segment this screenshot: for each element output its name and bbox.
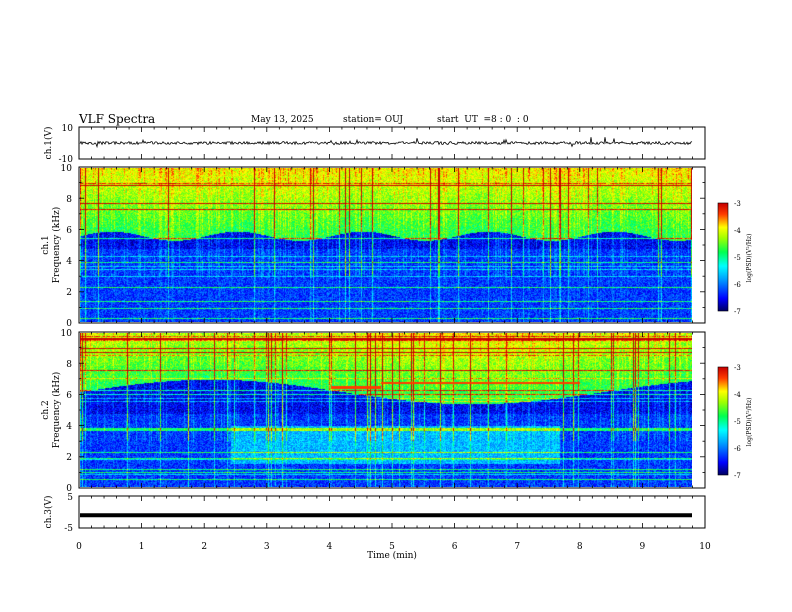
ch2-colorbar <box>718 367 728 475</box>
cbar2-tick-m5: -5 <box>734 418 741 426</box>
x-tick-labels: 0 1 2 3 4 5 6 7 8 9 10 <box>76 542 711 552</box>
figure-title: VLF Spectra <box>79 112 156 126</box>
ch2-ytick-0: 0 <box>66 484 72 494</box>
ch1-waveform-panel: 10 -10 ch.1(V) <box>43 124 706 165</box>
ch2-spec-ylabel-freq: Frequency (kHz) <box>51 372 62 449</box>
xtick-2: 2 <box>201 542 207 552</box>
xtick-8: 8 <box>577 542 583 552</box>
cbar2-tick-m3: -3 <box>734 364 741 372</box>
ch1-ytick-10: 10 <box>61 164 73 174</box>
xtick-7: 7 <box>514 542 520 552</box>
ch2-spec-ylabel-ch: ch.2 <box>41 400 51 419</box>
start-ut-label: start UT = <box>437 115 492 125</box>
cbar1-tick-m4: -4 <box>734 227 741 235</box>
ch1-spec-ylabel-freq: Frequency (kHz) <box>51 207 62 284</box>
ch3-waveform-panel: 5 -5 ch.3(V) <box>43 493 706 534</box>
cbar2-tick-m4: -4 <box>734 391 741 399</box>
xtick-4: 4 <box>327 542 333 552</box>
start-ut-value: 8 : 0 : 0 <box>491 115 529 125</box>
ch1-ytick-2: 2 <box>66 288 72 298</box>
ch1-spectrogram-axes: 0 2 4 6 8 10 ch.1 Frequency (kHz) -3 -4 … <box>41 164 753 329</box>
ch2-ytick-4: 4 <box>66 422 72 432</box>
station-label: station= OUJ <box>343 115 404 125</box>
ch1-ytick-6: 6 <box>66 226 72 236</box>
ch3-ytick-m5: -5 <box>64 524 73 534</box>
xtick-9: 9 <box>640 542 646 552</box>
xtick-6: 6 <box>452 542 458 552</box>
cbar1-tick-m5: -5 <box>734 254 741 262</box>
ch1-colorbar <box>718 203 728 311</box>
ch2-ytick-10: 10 <box>61 329 73 339</box>
ch1-spec-ylabel-ch: ch.1 <box>41 235 51 254</box>
cbar1-tick-m7: -7 <box>734 308 741 316</box>
ch2-ytick-2: 2 <box>66 453 72 463</box>
xtick-5: 5 <box>389 542 395 552</box>
ch1-ytick-top: 10 <box>62 124 74 134</box>
ch1-spectrogram <box>80 168 692 322</box>
ch3-waveform-ylabel: ch.3(V) <box>43 496 54 529</box>
cbar1-tick-m3: -3 <box>734 200 741 208</box>
date-label: May 13, 2025 <box>251 115 314 125</box>
ch1-waveform-ylabel: ch.1(V) <box>43 127 54 160</box>
ch2-ytick-8: 8 <box>66 360 72 370</box>
cbar1-label: log(PSD)(V²/Hz) <box>746 234 753 283</box>
x-axis-label: Time (min) <box>367 550 417 561</box>
ch1-ytick-4: 4 <box>66 257 72 267</box>
xtick-1: 1 <box>139 542 145 552</box>
xtick-3: 3 <box>264 542 270 552</box>
ch1-ytick-0: 0 <box>66 319 72 329</box>
ch2-ytick-6: 6 <box>66 391 72 401</box>
xtick-0: 0 <box>76 542 82 552</box>
axis-ticks <box>78 127 706 528</box>
ch1-ytick-8: 8 <box>66 195 72 205</box>
xtick-10: 10 <box>699 542 711 552</box>
ch1-ytick-bottom: -10 <box>59 155 74 165</box>
cbar1-tick-m6: -6 <box>734 281 741 289</box>
ch2-spectrogram <box>80 333 692 487</box>
ch3-ytick-5: 5 <box>67 493 73 503</box>
ch2-spectrogram-axes: 0 2 4 6 8 10 ch.2 Frequency (kHz) -3 -4 … <box>41 329 753 494</box>
cbar2-tick-m7: -7 <box>734 472 741 480</box>
cbar2-label: log(PSD)(V²/Hz) <box>746 398 753 447</box>
ch1-waveform-line <box>79 137 693 149</box>
cbar2-tick-m6: -6 <box>734 445 741 453</box>
